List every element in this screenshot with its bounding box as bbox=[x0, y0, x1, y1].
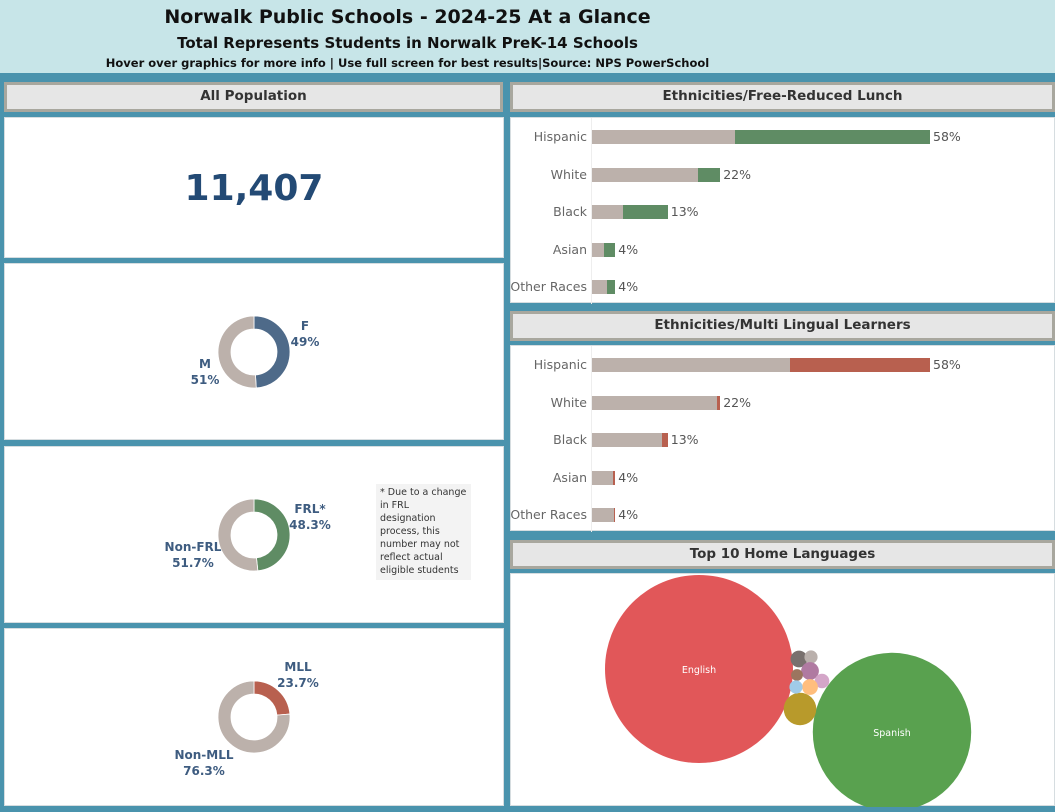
frl-segment-nonfrl[interactable] bbox=[217, 498, 259, 572]
language-bubble[interactable] bbox=[783, 692, 817, 726]
gender-segment-m[interactable] bbox=[217, 315, 257, 389]
language-bubble[interactable] bbox=[802, 679, 818, 695]
frl-value-label: 22% bbox=[723, 166, 751, 182]
value-text: 51.7% bbox=[172, 556, 214, 570]
mll-bar-mll[interactable] bbox=[789, 358, 930, 372]
frl-category-label: Hispanic bbox=[533, 129, 587, 144]
mll-bar-mll[interactable] bbox=[716, 395, 721, 410]
all-population-title: All Population bbox=[4, 82, 503, 112]
mll-segment-nonmll[interactable] bbox=[217, 680, 291, 754]
label-text: MLL bbox=[284, 660, 312, 674]
mll-category-label: Hispanic bbox=[533, 357, 587, 372]
frl-category-label: Asian bbox=[552, 241, 587, 257]
frl-bar-non-frl[interactable] bbox=[592, 205, 623, 219]
gender-donut[interactable] bbox=[214, 312, 294, 392]
axis-line bbox=[591, 118, 592, 304]
frl-bar-frl[interactable] bbox=[622, 205, 668, 219]
frl-bar-frl[interactable] bbox=[734, 130, 930, 144]
mll-value-label: 4% bbox=[618, 507, 639, 522]
mll-bar-mll[interactable] bbox=[661, 433, 668, 447]
language-bubble[interactable] bbox=[791, 669, 803, 681]
mll-value-label: 4% bbox=[618, 469, 639, 485]
frl-footnote: * Due to a change in FRL designation pro… bbox=[376, 484, 471, 580]
language-bubble[interactable] bbox=[790, 650, 808, 668]
value-text: 51% bbox=[190, 373, 220, 387]
mll-bar-non-mll[interactable] bbox=[592, 508, 615, 522]
dashboard-title: Norwalk Public Schools - 2024-25 At a Gl… bbox=[164, 6, 651, 28]
gender-segment-f[interactable] bbox=[253, 315, 291, 389]
mll-category-label: White bbox=[550, 394, 587, 410]
frl-value-label: 4% bbox=[618, 279, 639, 294]
languages-bubble-chart[interactable]: English Spanish bbox=[511, 574, 1055, 807]
language-bubble[interactable] bbox=[814, 673, 830, 689]
mll-bar-non-mll[interactable] bbox=[592, 395, 717, 410]
label-text: Non-MLL bbox=[174, 748, 234, 762]
language-bubble-label: Spanish bbox=[873, 728, 911, 739]
value-text: 76.3% bbox=[183, 764, 225, 778]
frl-bar-frl[interactable] bbox=[698, 167, 721, 182]
frl-value-label: 58% bbox=[933, 129, 961, 144]
gender-m-label: M 51% bbox=[183, 356, 227, 388]
mll-value-label: 22% bbox=[723, 394, 751, 410]
dashboard-subtitle: Total Represents Students in Norwalk Pre… bbox=[177, 34, 638, 52]
gender-panel[interactable]: F 49% M 51% bbox=[4, 263, 504, 440]
label-text: FRL* bbox=[294, 502, 326, 516]
languages-panel[interactable]: English Spanish bbox=[510, 573, 1055, 807]
frl-bar-non-frl[interactable] bbox=[592, 280, 607, 294]
frl-bar-frl[interactable] bbox=[604, 242, 616, 257]
axis-line bbox=[591, 346, 592, 532]
languages-chart-title: Top 10 Home Languages bbox=[510, 540, 1055, 569]
mll-chart-title: Ethnicities/Multi Lingual Learners bbox=[510, 311, 1055, 341]
gender-f-label: F 49% bbox=[283, 318, 327, 350]
frl-ethnicity-chart[interactable]: Hispanic 58% White 22% Black 13% Asian 4% Other … bbox=[510, 117, 1055, 304]
non-frl-label: Non-FRL 51.7% bbox=[163, 539, 223, 571]
frl-value-label: 4% bbox=[618, 241, 639, 257]
mll-bar-non-mll[interactable] bbox=[592, 470, 613, 485]
language-bubble[interactable] bbox=[804, 650, 818, 664]
language-bubble[interactable] bbox=[801, 662, 819, 680]
language-bubble-english[interactable] bbox=[605, 575, 793, 763]
mll-donut[interactable] bbox=[214, 677, 294, 757]
mll-bar-non-mll[interactable] bbox=[592, 358, 790, 372]
mll-value-label: 13% bbox=[670, 432, 699, 447]
mll-bar-non-mll[interactable] bbox=[592, 433, 662, 447]
frl-category-label: Black bbox=[553, 204, 587, 219]
label-text: M bbox=[199, 357, 211, 371]
language-bubble-spanish[interactable] bbox=[812, 652, 972, 807]
mll-value-label: 58% bbox=[933, 357, 961, 372]
value-text: 48.3% bbox=[289, 518, 331, 532]
label-text: F bbox=[300, 319, 310, 333]
frl-category-label: White bbox=[550, 166, 587, 182]
mll-category-label: Black bbox=[553, 432, 587, 447]
dashboard-info: Hover over graphics for more info | Use … bbox=[105, 56, 710, 70]
dashboard-header: Norwalk Public Schools - 2024-25 At a Gl… bbox=[0, 0, 1055, 75]
frl-bar-frl[interactable] bbox=[606, 280, 616, 294]
mll-category-label: Asian bbox=[552, 469, 587, 485]
total-students: 11,407 bbox=[184, 168, 324, 209]
mll-bar-mll[interactable] bbox=[614, 508, 616, 522]
non-mll-label: Non-MLL 76.3% bbox=[169, 747, 239, 779]
total-panel[interactable]: 11,407 bbox=[4, 117, 504, 258]
frl-bar-non-frl[interactable] bbox=[592, 167, 699, 182]
frl-bar-non-frl[interactable] bbox=[592, 242, 605, 257]
mll-ethnicity-chart[interactable]: Hispanic 58% White 22% Black 13% Asian 4% Other … bbox=[510, 345, 1055, 532]
language-bubble[interactable] bbox=[789, 680, 803, 694]
value-text: 23.7% bbox=[277, 676, 319, 690]
mll-panel[interactable]: MLL 23.7% Non-MLL 76.3% bbox=[4, 628, 504, 806]
value-text: 49% bbox=[290, 335, 320, 349]
frl-label: FRL* 48.3% bbox=[285, 501, 335, 533]
frl-bar-non-frl[interactable] bbox=[592, 130, 735, 144]
frl-chart-title: Ethnicities/Free-Reduced Lunch bbox=[510, 82, 1055, 112]
label-text: Non-FRL bbox=[164, 540, 222, 554]
frl-donut[interactable] bbox=[214, 495, 294, 575]
frl-value-label: 13% bbox=[670, 204, 699, 219]
mll-category-label: Other Races bbox=[510, 507, 587, 522]
language-bubble-label: English bbox=[682, 665, 716, 676]
frl-category-label: Other Races bbox=[510, 279, 587, 294]
mll-label: MLL 23.7% bbox=[273, 659, 323, 691]
mll-bar-mll[interactable] bbox=[612, 470, 616, 485]
